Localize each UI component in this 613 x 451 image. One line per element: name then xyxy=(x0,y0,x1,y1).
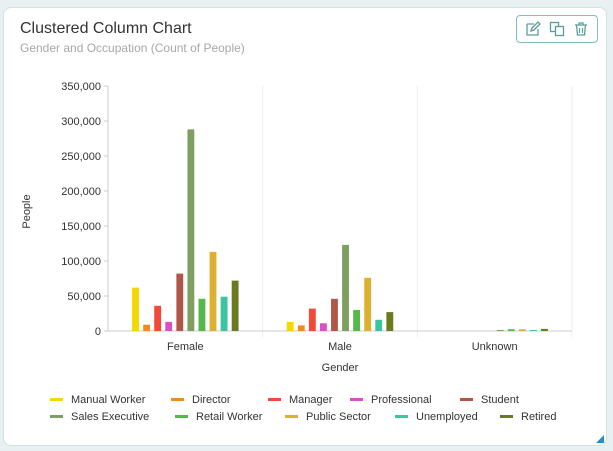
bar[interactable] xyxy=(375,319,383,331)
legend-item[interactable]: Public Sector xyxy=(285,411,395,423)
bar[interactable] xyxy=(496,329,504,331)
bar[interactable] xyxy=(209,251,217,331)
trash-icon xyxy=(575,22,587,36)
clustered-column-chart: 0 50,000 100,000 150,000 200,000 250,000 300,0… xyxy=(21,81,573,374)
legend-label: Student xyxy=(481,393,519,406)
bar[interactable] xyxy=(353,310,361,331)
x-axis: Female Male Unknown xyxy=(167,341,518,353)
bar[interactable] xyxy=(297,325,305,331)
chart-legend: Manual Worker Director Manager Professional… xyxy=(50,391,590,425)
edit-icon xyxy=(526,21,541,36)
legend-row: Manual Worker Director Manager Professional… xyxy=(50,391,590,408)
legend-item[interactable]: Sales Executive xyxy=(50,411,175,423)
bar[interactable] xyxy=(364,277,372,331)
y-tick-label: 250,000 xyxy=(61,151,101,163)
legend-label: Retired xyxy=(521,410,557,423)
x-tick-label: Male xyxy=(328,341,352,353)
legend-label: Retail Worker xyxy=(196,410,263,423)
legend-item[interactable]: Student xyxy=(460,394,519,406)
y-tick-label: 0 xyxy=(95,326,101,338)
chart-subtitle: Gender and Occupation (Count of People) xyxy=(20,41,245,55)
legend-item[interactable]: Professional xyxy=(350,394,460,406)
legend-item[interactable]: Retail Worker xyxy=(175,411,285,423)
legend-swatch xyxy=(50,415,63,418)
bar[interactable] xyxy=(231,280,239,331)
legend-swatch xyxy=(395,415,408,418)
delete-button[interactable] xyxy=(571,19,591,39)
bar[interactable] xyxy=(132,287,139,331)
legend-swatch xyxy=(268,398,281,401)
legend-label: Director xyxy=(192,393,231,406)
legend-swatch xyxy=(50,398,63,401)
bar[interactable] xyxy=(386,312,394,331)
legend-label: Manager xyxy=(289,393,333,406)
legend-label: Professional xyxy=(371,393,432,406)
bar[interactable] xyxy=(331,298,338,331)
y-tick-label: 50,000 xyxy=(67,291,101,303)
copy-icon xyxy=(549,21,565,37)
legend-label: Unemployed xyxy=(416,410,478,423)
bar[interactable] xyxy=(154,305,162,331)
legend-swatch xyxy=(500,415,513,418)
legend-label: Public Sector xyxy=(306,410,371,423)
legend-item[interactable]: Director xyxy=(171,394,268,406)
bar[interactable] xyxy=(518,329,526,331)
bar[interactable] xyxy=(165,321,173,331)
bar[interactable] xyxy=(319,323,327,331)
legend-swatch xyxy=(285,415,298,418)
bar[interactable] xyxy=(308,308,316,331)
bar[interactable] xyxy=(529,329,537,331)
y-tick-label: 350,000 xyxy=(61,81,101,93)
category-dividers xyxy=(108,86,573,337)
legend-item[interactable]: Manager xyxy=(268,394,350,406)
bar[interactable] xyxy=(198,298,206,331)
legend-swatch xyxy=(460,398,473,401)
legend-item[interactable]: Unemployed xyxy=(395,411,500,423)
bar[interactable] xyxy=(176,273,184,331)
bar[interactable] xyxy=(507,329,515,331)
legend-label: Manual Worker xyxy=(71,393,146,406)
bar[interactable] xyxy=(187,129,195,331)
y-tick-label: 300,000 xyxy=(61,116,101,128)
legend-item[interactable]: Retired xyxy=(500,411,556,423)
y-tick-label: 150,000 xyxy=(61,221,101,233)
legend-row: Sales Executive Retail Worker Public Secto… xyxy=(50,408,590,425)
y-axis-label: People xyxy=(21,194,33,228)
legend-swatch xyxy=(175,415,188,418)
x-axis-label: Gender xyxy=(322,362,359,374)
x-tick-label: Unknown xyxy=(472,341,518,353)
legend-label: Sales Executive xyxy=(71,410,150,423)
legend-swatch xyxy=(350,398,363,401)
y-tick-label: 100,000 xyxy=(61,256,101,268)
bar[interactable] xyxy=(342,244,349,331)
bar[interactable] xyxy=(286,321,294,331)
bars xyxy=(132,129,548,331)
bar[interactable] xyxy=(220,296,228,331)
legend-item[interactable]: Manual Worker xyxy=(50,394,171,406)
edit-button[interactable] xyxy=(523,19,543,39)
y-axis: 0 50,000 100,000 150,000 200,000 250,000 300,0… xyxy=(61,81,109,338)
bar[interactable] xyxy=(143,324,151,331)
y-tick-label: 200,000 xyxy=(61,186,101,198)
resize-handle[interactable] xyxy=(596,435,604,443)
legend-swatch xyxy=(171,398,184,401)
copy-button[interactable] xyxy=(547,19,567,39)
card-toolbar xyxy=(516,15,598,43)
x-tick-label: Female xyxy=(167,341,204,353)
chart-title: Clustered Column Chart xyxy=(20,20,192,37)
bar[interactable] xyxy=(541,328,548,331)
chart-card: Clustered Column Chart Gender and Occupa… xyxy=(3,7,607,446)
